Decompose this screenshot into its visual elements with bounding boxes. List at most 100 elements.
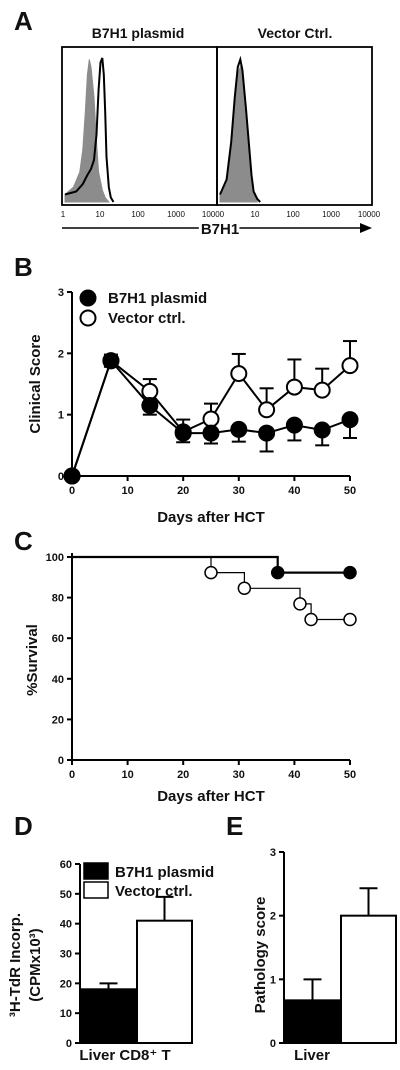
panel-a-left-tick-label: 1000 (167, 210, 185, 219)
panel-b-legend: B7H1 plasmid Vector ctrl. (79, 289, 207, 327)
histogram-fill-0 (64, 59, 110, 203)
panel-e-y-tick-label: 0 (270, 1038, 276, 1050)
panel-a-left-title: B7H1 plasmid (92, 25, 185, 41)
panel-b-point-open (285, 378, 303, 396)
panel-c-x-tick-label: 10 (121, 769, 133, 781)
panel-c-xlabel: Days after HCT (157, 788, 265, 805)
panel-c-y-tick-label: 40 (52, 674, 64, 686)
panel-e-pathology: 0 1 2 3 Pathology score Liver (252, 847, 397, 1064)
panel-b-point-filled (102, 352, 120, 370)
panel-a-left-tick-label: 1 (61, 210, 66, 219)
panel-b-point-open (230, 365, 248, 383)
panel-d-y-tick-label: 10 (60, 1008, 72, 1020)
panel-b-markers (63, 352, 359, 485)
panel-c-survival: 0 20 40 60 80 100 0 10 20 30 40 50 %Survival Days a… (24, 552, 357, 805)
panel-c-point-filled (270, 565, 285, 580)
legend-d-label-2: Vector ctrl. (115, 883, 193, 900)
panel-a-left-tick-label: 100 (131, 210, 145, 219)
panel-c-point-filled (343, 565, 357, 580)
panel-d-bar-0 (80, 988, 137, 1044)
legend-d-swatch-filled (83, 862, 109, 880)
panel-d-legend: B7H1 plasmid Vector ctrl. (83, 862, 214, 900)
panel-c-point-open (343, 612, 357, 627)
panel-a-xlabel: B7H1 (201, 221, 239, 238)
panel-b-x-tick-label: 30 (233, 485, 245, 497)
panel-e-y-tick-label: 1 (270, 974, 276, 986)
panel-b-point-filled (174, 424, 192, 442)
panel-b-point-filled (313, 421, 331, 439)
histogram-line-1 (219, 55, 261, 203)
panel-b-point-filled (341, 411, 359, 429)
panel-a-left-tick-label: 10000 (202, 210, 225, 219)
panel-letter-c: C (14, 526, 33, 556)
legend-b-marker-open (79, 309, 97, 327)
panel-e-y-tick-label: 2 (270, 911, 276, 923)
panel-d-y-tick-label: 20 (60, 978, 72, 990)
panel-a-left-histogram (64, 57, 115, 203)
panel-b-y-tick-label: 3 (58, 287, 64, 299)
panel-c-markers (204, 565, 357, 627)
panel-b-series-line-0 (71, 358, 351, 477)
legend-d-label-1: B7H1 plasmid (115, 864, 214, 881)
legend-b-label-1: B7H1 plasmid (108, 290, 207, 307)
panel-b-point-open (141, 382, 159, 400)
panel-c-x-tick-label: 40 (288, 769, 300, 781)
legend-b-marker-filled (79, 289, 97, 307)
panel-b-point-filled (258, 424, 276, 442)
panel-a-histograms: B7H1 plasmid Vector Ctrl. 1 10 100 1000 1000… (61, 25, 381, 241)
panel-d-ylabel-line1: ³H-TdR Incorp. (7, 913, 24, 1017)
panel-c-point-open (304, 612, 318, 627)
panel-d-y-tick-label: 60 (60, 859, 72, 871)
panel-b-point-filled (202, 424, 220, 442)
panel-e-category: Liver (294, 1047, 330, 1064)
panel-e-ylabel: Pathology score (252, 897, 269, 1014)
panel-c-y-tick-label: 0 (58, 755, 64, 767)
panel-b-series-line-1 (71, 359, 351, 477)
panel-letter-e: E (226, 811, 243, 841)
panel-c-y-tick-label: 80 (52, 593, 64, 605)
panel-c-x-tick-label: 0 (69, 769, 75, 781)
panel-c-x-tick-label: 20 (177, 769, 189, 781)
panel-b-ylabel: Clinical Score (27, 334, 44, 433)
panel-c-y-tick-label: 100 (46, 552, 64, 564)
panel-a-right-tick-label: 10 (251, 210, 260, 219)
panel-b-point-filled (285, 416, 303, 434)
panel-letter-b: B (14, 252, 33, 282)
panel-a-right-tick-label: 100 (286, 210, 300, 219)
histogram-line-1 (64, 57, 115, 203)
panel-a-right-tick-label: 10000 (358, 210, 381, 219)
panel-c-lines (72, 555, 350, 621)
panel-b-point-filled (141, 396, 159, 414)
panel-b-y-tick-label: 0 (58, 471, 64, 483)
panel-c-axes: 0 20 40 60 80 100 0 10 20 30 40 50 (46, 552, 356, 781)
panel-b-point-open (258, 401, 276, 419)
panel-d-y-tick-label: 50 (60, 889, 72, 901)
panel-c-y-tick-label: 20 (52, 714, 64, 726)
panel-letter-d: D (14, 811, 33, 841)
panel-c-point-open (293, 597, 307, 611)
legend-d-swatch-open (83, 881, 109, 899)
panel-c-point-open (204, 565, 218, 580)
panel-b-xlabel: Days after HCT (157, 509, 265, 526)
panel-b-point-open (202, 410, 220, 428)
panel-d-bar-1 (136, 919, 193, 1045)
panel-b-x-tick-label: 40 (288, 485, 300, 497)
panel-b-x-tick-label: 10 (121, 485, 133, 497)
panel-c-x-tick-label: 30 (233, 769, 245, 781)
panel-b-point-open (341, 357, 359, 375)
panel-b-lines (71, 358, 351, 477)
panel-a-left-tick-label: 10 (96, 210, 105, 219)
panel-a-arrow-head (360, 223, 372, 233)
panel-d-y-tick-label: 0 (66, 1038, 72, 1050)
panel-b-point-filled (230, 420, 248, 438)
panel-b-x-tick-label: 0 (69, 485, 75, 497)
panel-b-y-tick-label: 2 (58, 348, 64, 360)
panel-b-x-tick-label: 20 (177, 485, 189, 497)
panel-a-right-tick-label: 1000 (322, 210, 340, 219)
panel-a-right-frame (216, 46, 373, 206)
panel-a-right-title: Vector Ctrl. (258, 25, 333, 41)
